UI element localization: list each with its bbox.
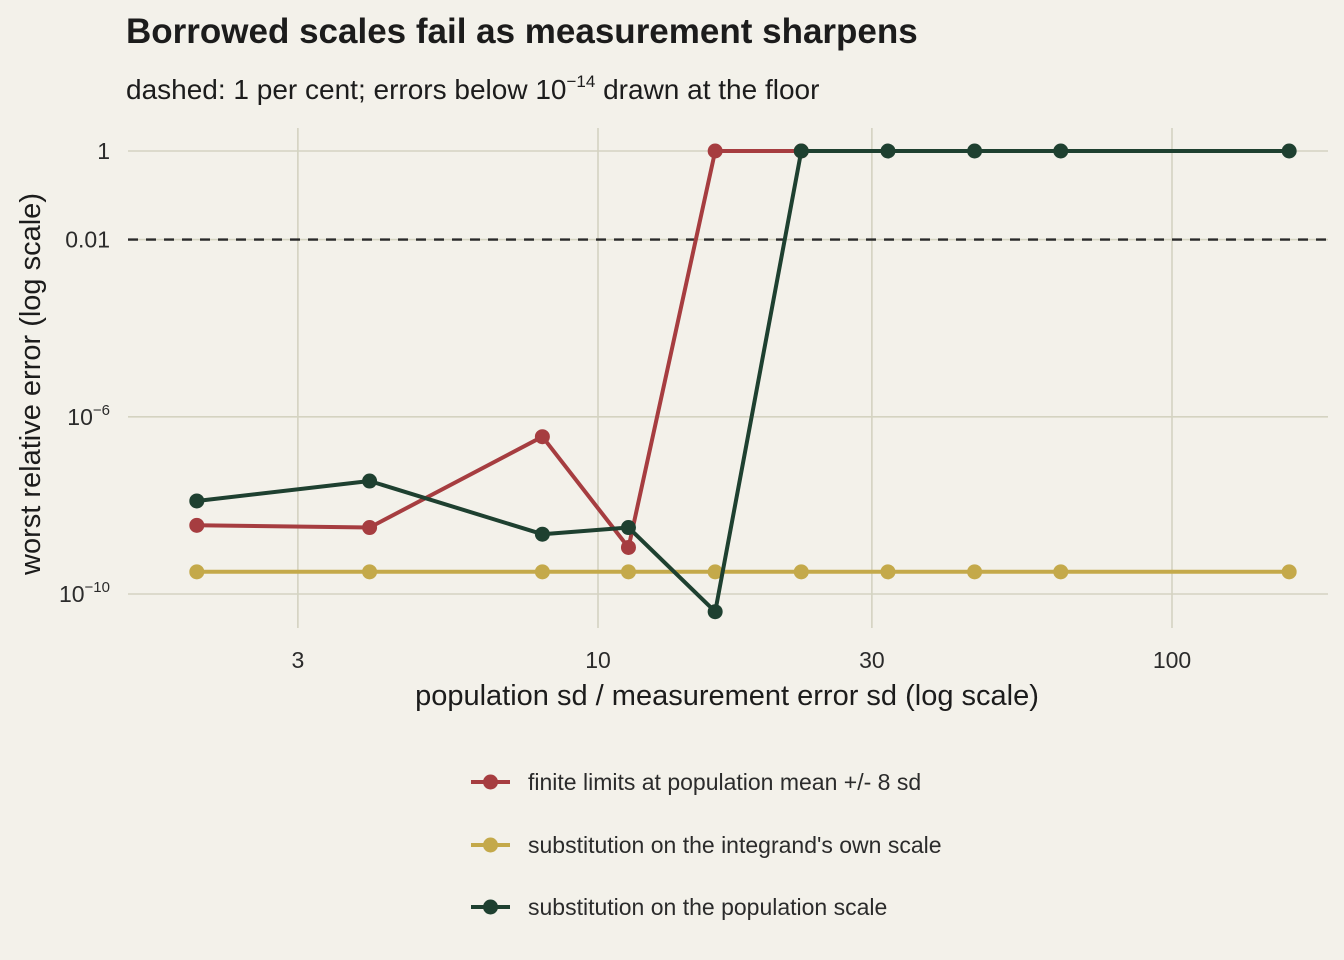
series-line-0	[196, 149, 802, 550]
x-axis-label: population sd / measurement error sd (lo…	[415, 680, 1039, 712]
legend-label-0: finite limits at population mean +/- 8 s…	[528, 769, 921, 795]
series-1-point-9	[1281, 564, 1297, 580]
series-2-point-7	[967, 143, 983, 159]
subtitle-text-start: dashed: 1 per cent; errors below 10	[126, 74, 567, 105]
series-0-point-3	[620, 539, 636, 555]
legend-key-dot-0	[483, 774, 498, 790]
series-1-point-1	[362, 564, 378, 580]
legend-item-2: substitution on the population scale	[471, 894, 887, 920]
series-1-point-4	[707, 564, 723, 580]
series-2-point-8	[1053, 143, 1069, 159]
series-line-2	[196, 149, 1290, 614]
x-tick-label-0: 3	[291, 647, 304, 673]
x-tick-label-1: 10	[585, 647, 611, 673]
y-tick-label-2: 10−6	[67, 402, 110, 430]
legend-label-1: substitution on the integrand's own scal…	[528, 832, 942, 858]
y-tick-label-1: 0.01	[65, 227, 110, 253]
y-tick-label-3: 10−10	[59, 579, 110, 607]
series-1-point-8	[1053, 564, 1069, 580]
legend-item-0: finite limits at population mean +/- 8 s…	[471, 769, 921, 795]
series-2-point-6	[880, 143, 896, 159]
series-2-point-2	[534, 526, 550, 542]
series-1-point-5	[793, 564, 809, 580]
series-1	[189, 564, 1297, 580]
series-2	[189, 143, 1297, 620]
series-0	[189, 143, 809, 555]
series-layer	[189, 143, 1297, 620]
series-2-point-0	[189, 493, 205, 509]
subtitle-exponent: −14	[566, 72, 596, 91]
x-tick-label-2: 30	[859, 647, 885, 673]
x-tick-labels: 3 10 30 100	[291, 647, 1191, 673]
x-tick-label-3: 100	[1153, 647, 1191, 673]
series-0-point-4	[707, 143, 723, 159]
series-1-point-7	[967, 564, 983, 580]
legend-label-2: substitution on the population scale	[528, 894, 887, 920]
series-1-point-0	[189, 564, 205, 580]
series-0-point-2	[534, 429, 550, 445]
series-1-point-3	[620, 564, 636, 580]
subtitle-text-end: drawn at the floor	[595, 74, 820, 105]
series-2-point-1	[362, 473, 378, 489]
series-2-point-5	[793, 143, 809, 159]
y-axis-label: worst relative error (log scale)	[15, 193, 47, 576]
chart-title: Borrowed scales fail as measurement shar…	[126, 12, 918, 51]
legend: finite limits at population mean +/- 8 s…	[471, 769, 942, 920]
series-1-point-6	[880, 564, 896, 580]
series-0-point-0	[189, 517, 205, 533]
legend-item-1: substitution on the integrand's own scal…	[471, 832, 942, 858]
chart-subtitle: dashed: 1 per cent; errors below 10−14 d…	[126, 72, 819, 106]
series-0-point-1	[362, 520, 378, 536]
y-tick-labels: 1 0.01 10−6 10−10	[59, 138, 110, 607]
legend-key-dot-2	[483, 899, 498, 915]
series-1-point-2	[534, 564, 550, 580]
legend-key-dot-1	[483, 837, 498, 853]
series-2-point-3	[620, 520, 636, 536]
y-tick-label-0: 1	[97, 138, 110, 164]
series-2-point-9	[1281, 143, 1297, 159]
series-2-point-4	[707, 604, 723, 620]
